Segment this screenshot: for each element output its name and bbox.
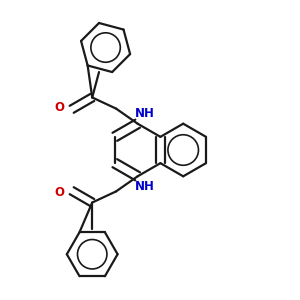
Text: O: O xyxy=(54,101,64,114)
Text: O: O xyxy=(54,186,64,199)
Text: NH: NH xyxy=(135,107,155,120)
Text: NH: NH xyxy=(135,180,155,193)
